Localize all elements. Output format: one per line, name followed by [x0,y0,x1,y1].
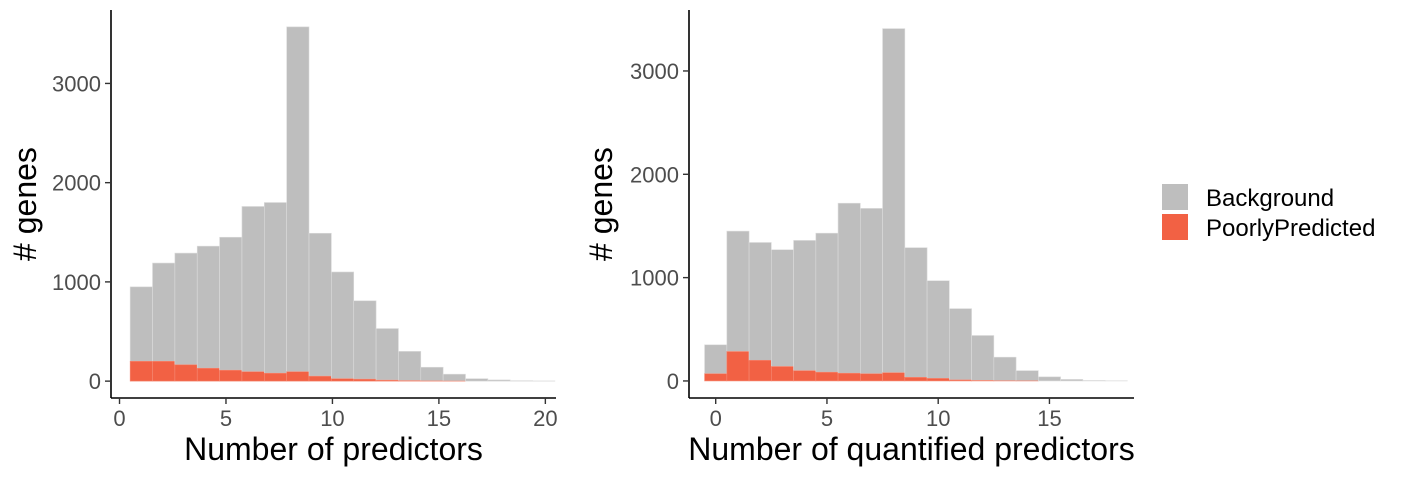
y-tick-label: 0 [667,369,679,394]
bar-background [771,249,794,367]
legend-key-background [1162,184,1188,210]
x-tick-label: 10 [320,406,344,431]
bar-background [129,286,153,362]
legend-label-poorlypredicted: PoorlyPredicted [1206,215,1375,242]
bar-background [1060,379,1084,382]
x-tick-label: 10 [926,406,950,431]
bar-background [264,202,287,374]
bar-background [904,247,928,378]
y-tick-label: 3000 [52,71,101,96]
bar-background [926,280,950,379]
bar-poorly-predicted [837,372,861,382]
bar-poorly-predicted [904,377,928,382]
bar-poorly-predicted [353,378,377,382]
bar-poorly-predicted [196,367,220,382]
x-tick-label: 0 [113,406,125,431]
bar-poorly-predicted [129,360,153,382]
bar-background [748,242,772,361]
bar-background [949,308,972,381]
bar-poorly-predicted [815,371,839,382]
x-tick-label: 15 [1037,406,1061,431]
y-tick-label: 1000 [630,266,679,291]
bar-poorly-predicted [219,369,243,382]
x-tick-label: 20 [533,406,557,431]
bar-background [704,344,728,375]
y-axis-title: # genes [583,147,619,261]
bar-background [1082,380,1106,382]
x-tick-label: 15 [427,406,451,431]
y-tick-label: 2000 [52,171,101,196]
bar-poorly-predicted [152,360,176,382]
bar-background [1038,376,1061,382]
bar-poorly-predicted [375,379,399,382]
bar-poorly-predicted [174,364,198,382]
bar-background [465,378,489,382]
panel-number-of-predictors: 0 1000 2000 3000 0 5 10 15 20 Number of predictor… [7,10,558,467]
bar-background [860,208,883,375]
y-tick-label: 1000 [52,270,101,295]
bar-background [971,335,995,381]
bar-background [219,236,243,371]
legend: Background PoorlyPredicted [1162,184,1375,242]
bar-background [308,232,332,377]
bar-background [174,252,198,366]
bar-background [993,356,1017,382]
x-axis-title: Number of predictors [184,431,483,467]
bar-background [353,300,377,380]
bar-poorly-predicted [771,366,794,382]
bar-poorly-predicted [726,351,750,382]
bar-poorly-predicted [793,370,817,382]
bar-background [152,262,176,362]
y-tick-label: 3000 [630,59,679,84]
bar-background [793,240,817,371]
bar-poorly-predicted [882,372,906,382]
bar-poorly-predicted [971,380,995,382]
legend-label-background: Background [1206,185,1334,212]
bar-background [442,373,466,382]
y-axis-title: # genes [7,147,43,261]
bar-background [815,232,839,373]
bar-background [837,202,861,374]
bar-background [286,26,310,373]
x-tick-label: 5 [821,406,833,431]
bar-poorly-predicted [748,359,772,382]
legend-key-poorlypredicted [1162,214,1188,240]
bar-poorly-predicted [331,378,355,382]
x-tick-label: 0 [710,406,722,431]
bar-background [375,328,399,381]
bar-poorly-predicted [286,371,310,382]
bar-background [487,379,511,382]
x-axis-title: Number of quantified predictors [688,431,1134,467]
bar-background [726,230,750,352]
bar-background [420,366,444,382]
y-tick-label: 2000 [630,162,679,187]
bar-poorly-predicted [308,375,332,382]
bar-background [1015,370,1039,382]
y-tick-label: 0 [89,369,101,394]
x-tick-label: 5 [220,406,232,431]
bar-background [241,206,265,373]
bar-poorly-predicted [949,379,972,382]
bar-poorly-predicted [860,373,883,382]
bar-background [882,28,906,373]
bar-background [331,271,355,379]
bar-poorly-predicted [241,371,265,382]
bar-background [196,245,220,369]
bar-poorly-predicted [926,378,950,382]
bar-poorly-predicted [264,372,287,382]
bar-poorly-predicted [704,373,728,382]
bar-background [398,351,422,381]
